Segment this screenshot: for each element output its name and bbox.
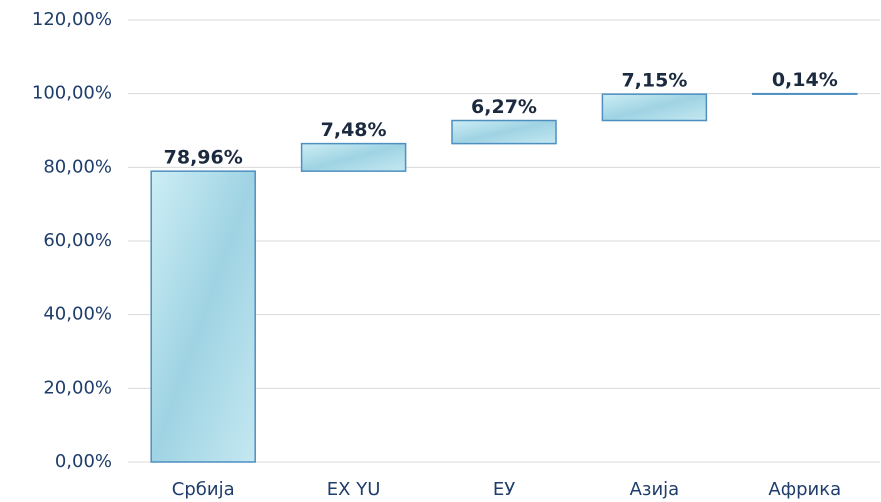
value-label: 6,27% — [471, 96, 537, 118]
y-tick-label: 100,00% — [32, 83, 112, 104]
value-label: 0,14% — [772, 69, 838, 91]
value-label: 7,48% — [321, 119, 387, 141]
x-tick-label: EX YU — [327, 479, 381, 500]
bar — [451, 119, 557, 145]
y-tick-label: 40,00% — [43, 304, 112, 325]
y-tick-label: 0,00% — [55, 451, 112, 472]
y-tick-label: 60,00% — [43, 230, 112, 251]
x-tick-label: Африка — [768, 479, 841, 500]
y-tick-label: 120,00% — [32, 9, 112, 30]
bar — [150, 170, 256, 463]
bar — [752, 92, 858, 95]
y-tick-label: 80,00% — [43, 156, 112, 177]
x-tick-label: Србија — [172, 479, 235, 500]
bar — [300, 142, 407, 172]
x-tick-label: Азија — [630, 479, 680, 500]
value-label: 78,96% — [164, 147, 243, 169]
x-tick-label: ЕУ — [493, 479, 515, 500]
value-label: 7,15% — [621, 70, 687, 92]
bar — [601, 93, 708, 122]
y-tick-label: 20,00% — [43, 377, 112, 398]
